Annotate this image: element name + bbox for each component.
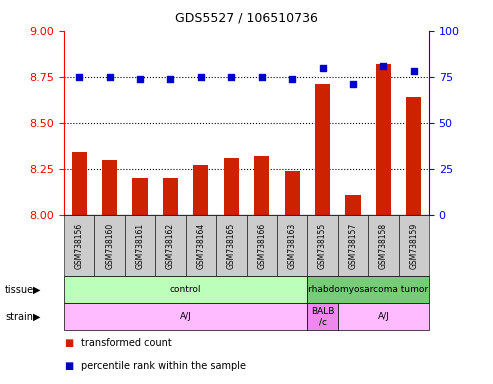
Point bbox=[349, 81, 357, 87]
Point bbox=[380, 63, 387, 69]
Text: strain: strain bbox=[5, 312, 33, 322]
Text: A/J: A/J bbox=[180, 312, 192, 321]
Text: GSM738165: GSM738165 bbox=[227, 223, 236, 269]
Bar bbox=[224, 158, 239, 215]
Text: ■: ■ bbox=[64, 361, 73, 371]
Text: ■: ■ bbox=[64, 338, 73, 348]
Text: GSM738161: GSM738161 bbox=[136, 223, 144, 269]
Bar bbox=[193, 165, 209, 215]
Point bbox=[410, 68, 418, 74]
Bar bbox=[345, 195, 360, 215]
Point bbox=[227, 74, 235, 80]
Point bbox=[167, 76, 175, 82]
Point bbox=[197, 74, 205, 80]
Text: ▶: ▶ bbox=[33, 312, 41, 322]
Text: transformed count: transformed count bbox=[81, 338, 172, 348]
Text: rhabdomyosarcoma tumor: rhabdomyosarcoma tumor bbox=[308, 285, 428, 295]
Bar bbox=[71, 152, 87, 215]
Point bbox=[258, 74, 266, 80]
Text: GSM738164: GSM738164 bbox=[196, 223, 206, 269]
Bar bbox=[163, 178, 178, 215]
Bar bbox=[254, 156, 269, 215]
Text: GSM738157: GSM738157 bbox=[349, 223, 357, 269]
Bar bbox=[315, 84, 330, 215]
Text: GSM738156: GSM738156 bbox=[75, 223, 84, 269]
Text: GSM738163: GSM738163 bbox=[287, 223, 297, 269]
Text: control: control bbox=[170, 285, 202, 295]
Text: GSM738158: GSM738158 bbox=[379, 223, 388, 269]
Text: GSM738160: GSM738160 bbox=[105, 223, 114, 269]
Bar bbox=[133, 178, 148, 215]
Text: GSM738166: GSM738166 bbox=[257, 223, 266, 269]
Bar bbox=[102, 160, 117, 215]
Point bbox=[288, 76, 296, 82]
Text: A/J: A/J bbox=[378, 312, 389, 321]
Bar bbox=[376, 64, 391, 215]
Text: BALB
/c: BALB /c bbox=[311, 307, 334, 326]
Point bbox=[75, 74, 83, 80]
Bar bbox=[406, 97, 422, 215]
Text: tissue: tissue bbox=[5, 285, 34, 295]
Text: ▶: ▶ bbox=[33, 285, 41, 295]
Text: GSM738159: GSM738159 bbox=[409, 223, 418, 269]
Text: GSM738155: GSM738155 bbox=[318, 223, 327, 269]
Text: GDS5527 / 106510736: GDS5527 / 106510736 bbox=[175, 12, 318, 25]
Point bbox=[136, 76, 144, 82]
Bar bbox=[284, 171, 300, 215]
Point bbox=[318, 65, 326, 71]
Text: GSM738162: GSM738162 bbox=[166, 223, 175, 269]
Point bbox=[106, 74, 113, 80]
Text: percentile rank within the sample: percentile rank within the sample bbox=[81, 361, 246, 371]
